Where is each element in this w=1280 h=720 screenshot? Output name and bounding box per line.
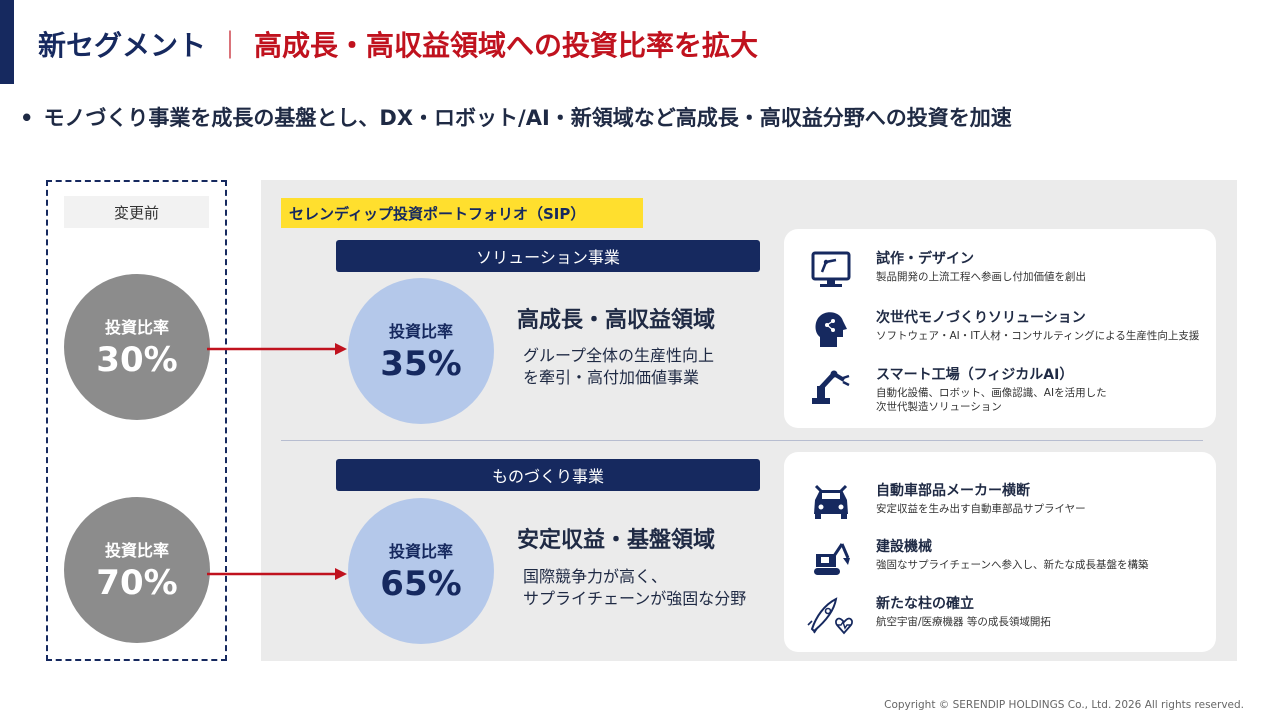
before-circle-caption: 投資比率 (104, 318, 169, 337)
monozukuri-item-desc: 安定収益を生み出す自動車部品サプライヤー (876, 503, 1086, 515)
monozukuri-desc-line1: 国際競争力が高く、 (523, 567, 668, 586)
solution-desc-line2: を牽引・高付加価値事業 (523, 368, 700, 387)
monozukuri-business-bar: ものづくり事業 (336, 459, 760, 491)
before-circle-70: 投資比率 70% (64, 497, 210, 643)
monozukuri-item-desc: 強固なサプライチェーンへ参入し、新たな成長基盤を構築 (876, 559, 1149, 571)
page-title: 新セグメント ｜ 高成長・高収益領域への投資比率を拡大 (38, 22, 758, 66)
solution-item: 次世代モノづくりソリューション ソフトウェア・AI・IT人材・コンサルティングに… (810, 307, 1210, 357)
solution-item-desc: 自動化設備、ロボット、画像認識、AIを活用した (876, 387, 1107, 399)
solution-item: 試作・デザイン 製品開発の上流工程へ参画し付加価値を創出 (810, 248, 1210, 298)
bullet-symbol: • (20, 106, 34, 130)
solution-item-desc: 製品開発の上流工程へ参画し付加価値を創出 (876, 271, 1086, 283)
before-label: 変更前 (64, 196, 209, 228)
section-divider (281, 440, 1203, 441)
solution-items-card (784, 229, 1216, 428)
monozukuri-item-title: 自動車部品メーカー横断 (876, 483, 1030, 499)
industrial-robot-arm-icon (812, 370, 850, 404)
monozukuri-item-title: 新たな柱の確立 (876, 596, 974, 612)
solution-circle-caption: 投資比率 (388, 322, 453, 341)
solution-item-desc-line2: 次世代製造ソリューション (876, 401, 1002, 413)
ai-head-icon (815, 312, 847, 347)
solution-circle: 投資比率 35% (348, 278, 494, 424)
before-dashed-box (46, 180, 227, 661)
solution-desc-line1: グループ全体の生産性向上 (523, 346, 715, 365)
before-circle-percent: 30% (96, 340, 178, 380)
copyright-text: Copyright © SERENDIP HOLDINGS Co., Ltd. … (884, 699, 1244, 711)
bullet-text: モノづくり事業を成長の基盤とし、DX・ロボット/AI・新領域など高成長・高収益分… (43, 106, 1012, 130)
car-wrench-icon (814, 484, 848, 519)
monozukuri-item: 自動車部品メーカー横断 安定収益を生み出す自動車部品サプライヤー (810, 480, 1210, 530)
monozukuri-circle-caption: 投資比率 (388, 542, 453, 561)
monitor-robot-arm-icon (811, 251, 851, 287)
title-headline: 高成長・高収益領域への投資比率を拡大 (254, 29, 759, 62)
solution-item-title: 試作・デザイン (876, 251, 974, 267)
monozukuri-item-title: 建設機械 (876, 539, 932, 555)
title-separator: ｜ (216, 29, 245, 62)
rocket-heart-icon (807, 597, 853, 635)
excavator-icon (814, 543, 850, 575)
monozukuri-desc-line2: サプライチェーンが強固な分野 (523, 589, 747, 608)
portfolio-label: セレンディップ投資ポートフォリオ（SIP） (281, 198, 643, 228)
solution-circle-percent: 35% (380, 344, 462, 384)
monozukuri-item: 新たな柱の確立 航空宇宙/医療機器 等の成長領域開拓 (807, 593, 1210, 643)
monozukuri-item-desc: 航空宇宙/医療機器 等の成長領域開拓 (876, 616, 1051, 628)
monozukuri-circle: 投資比率 65% (348, 498, 494, 644)
solution-item-desc: ソフトウェア・AI・IT人材・コンサルティングによる生産性向上支援 (876, 330, 1200, 342)
solution-item-title: スマート工場（フィジカルAI） (876, 367, 1074, 383)
solution-item-title: 次世代モノづくりソリューション (876, 310, 1086, 326)
monozukuri-circle-percent: 65% (380, 564, 462, 604)
arrow-right-icon (207, 343, 347, 355)
before-circle-percent: 70% (96, 563, 178, 603)
before-circle-30: 投資比率 30% (64, 274, 210, 420)
monozukuri-item: 建設機械 強固なサプライチェーンへ参入し、新たな成長基盤を構築 (810, 536, 1210, 586)
title-segment: 新セグメント (38, 29, 207, 62)
bullet-point: • モノづくり事業を成長の基盤とし、DX・ロボット/AI・新領域など高成長・高収益… (20, 102, 1012, 132)
monozukuri-items-card (784, 452, 1216, 652)
solution-domain-title: 高成長・高収益領域 (517, 308, 716, 333)
monozukuri-domain-title: 安定収益・基盤領域 (517, 528, 716, 553)
before-circle-caption: 投資比率 (104, 541, 169, 560)
title-accent-bar (0, 0, 14, 84)
solution-business-bar: ソリューション事業 (336, 240, 760, 272)
solution-item: スマート工場（フィジカルAI） 自動化設備、ロボット、画像認識、AIを活用した … (810, 364, 1210, 414)
arrow-right-icon (207, 568, 347, 580)
